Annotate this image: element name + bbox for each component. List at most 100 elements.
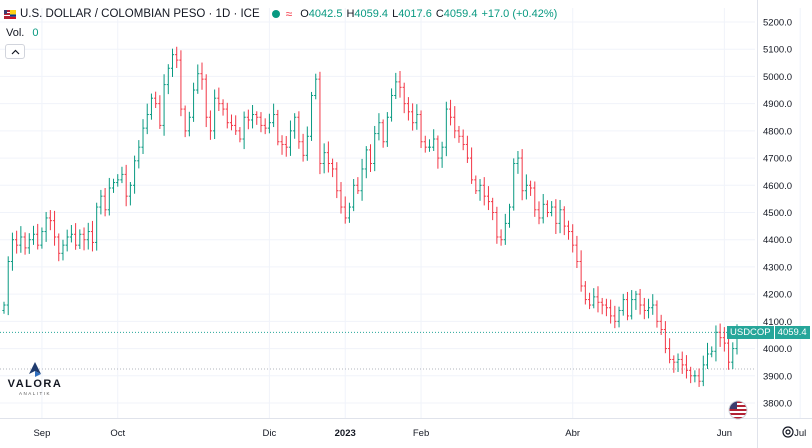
ohlc-bar-up[interactable] <box>503 213 507 245</box>
ohlc-bar-down[interactable] <box>221 99 225 116</box>
ohlc-bar-up[interactable] <box>250 105 255 129</box>
ohlc-bar-up[interactable] <box>651 294 655 315</box>
ohlc-bar-down[interactable] <box>36 223 40 250</box>
ohlc-bar-down[interactable] <box>23 232 27 255</box>
ohlc-bar-down[interactable] <box>554 199 558 234</box>
us-flag-icon[interactable] <box>728 400 748 420</box>
ohlc-bar-up[interactable] <box>516 150 520 174</box>
ohlc-bar-up[interactable] <box>314 73 318 100</box>
ohlc-bar-up[interactable] <box>95 202 99 251</box>
ohlc-bar-up[interactable] <box>676 353 680 372</box>
ohlc-bar-up[interactable] <box>19 226 23 253</box>
ohlc-bar-down[interactable] <box>583 281 587 305</box>
ohlc-bar-down[interactable] <box>566 220 571 240</box>
ohlc-bar-down[interactable] <box>722 327 726 352</box>
ohlc-bar-down[interactable] <box>697 368 701 387</box>
ohlc-bar-down[interactable] <box>356 177 360 194</box>
ohlc-bar-down[interactable] <box>545 200 550 218</box>
ohlc-bar-down[interactable] <box>726 338 731 370</box>
ohlc-bar-down[interactable] <box>263 118 267 135</box>
ohlc-bar-down[interactable] <box>402 82 406 114</box>
ohlc-bar-up[interactable] <box>196 64 200 94</box>
ohlc-bar-down[interactable] <box>448 99 453 126</box>
ohlc-bar-up[interactable] <box>107 177 111 216</box>
ohlc-bar-down[interactable] <box>655 300 659 328</box>
ohlc-bar-up[interactable] <box>701 355 705 387</box>
ohlc-bar-down[interactable] <box>90 220 95 252</box>
ohlc-bar-up[interactable] <box>524 174 528 200</box>
ohlc-bar-down[interactable] <box>486 186 491 211</box>
ohlc-bar-up[interactable] <box>360 158 364 201</box>
ohlc-bar-down[interactable] <box>74 223 78 250</box>
ohlc-bar-up[interactable] <box>444 101 448 157</box>
ohlc-bar-down[interactable] <box>335 162 339 199</box>
ohlc-bar-up[interactable] <box>40 227 44 249</box>
ohlc-bar-up[interactable] <box>352 179 356 212</box>
ohlc-bar-down[interactable] <box>684 355 689 379</box>
ohlc-bar-down[interactable] <box>330 158 335 178</box>
ohlc-bar-down[interactable] <box>491 197 495 221</box>
ohlc-bar-down[interactable] <box>318 71 322 175</box>
ohlc-bar-up[interactable] <box>630 290 634 320</box>
ohlc-bar-down[interactable] <box>718 323 722 347</box>
ohlc-bar-down[interactable] <box>672 355 676 373</box>
ohlc-bar-down[interactable] <box>495 206 499 244</box>
collapse-legend-button[interactable] <box>5 44 25 59</box>
volume-legend[interactable]: Vol. 0 <box>6 27 38 39</box>
ohlc-bar-down[interactable] <box>470 147 474 184</box>
ohlc-bar-down[interactable] <box>246 109 250 130</box>
ohlc-bar-down[interactable] <box>680 351 684 374</box>
ohlc-bar-down[interactable] <box>326 141 330 173</box>
ohlc-bar-down[interactable] <box>642 297 646 320</box>
ohlc-bar-up[interactable] <box>69 225 74 243</box>
ohlc-bar-up[interactable] <box>550 201 554 217</box>
ohlc-bar-up[interactable] <box>293 113 297 139</box>
gear-icon[interactable] <box>780 424 796 440</box>
ohlc-bar-down[interactable] <box>613 305 617 329</box>
ohlc-bar-up[interactable] <box>478 179 482 201</box>
ohlc-bar-down[interactable] <box>436 135 440 169</box>
ohlc-bar-down[interactable] <box>368 144 373 172</box>
ohlc-bar-up[interactable] <box>141 119 145 154</box>
ohlc-bar-up[interactable] <box>99 189 103 215</box>
ohlc-bar-up[interactable] <box>427 139 432 152</box>
ohlc-bar-up[interactable] <box>373 125 377 172</box>
ohlc-bar-down[interactable] <box>398 70 402 98</box>
ohlc-bar-down[interactable] <box>234 115 238 135</box>
ohlc-bar-down[interactable] <box>659 314 663 335</box>
ohlc-bar-up[interactable] <box>646 298 651 319</box>
ohlc-bar-up[interactable] <box>710 346 714 358</box>
ohlc-bar-up[interactable] <box>2 301 6 314</box>
ohlc-bar-up[interactable] <box>242 111 246 150</box>
ohlc-bar-up[interactable] <box>305 126 309 161</box>
ohlc-bar-up[interactable] <box>288 120 293 156</box>
ohlc-bar-up[interactable] <box>132 155 137 194</box>
ohlc-bar-up[interactable] <box>714 325 718 362</box>
ohlc-bar-down[interactable] <box>343 196 347 224</box>
ohlc-bar-down[interactable] <box>663 321 667 354</box>
ohlc-bar-down[interactable] <box>57 233 61 262</box>
ohlc-bar-down[interactable] <box>154 91 158 108</box>
ohlc-bar-down[interactable] <box>461 129 465 151</box>
ohlc-bar-down[interactable] <box>52 210 57 246</box>
ohlc-bar-up[interactable] <box>389 88 394 122</box>
ohlc-bar-up[interactable] <box>415 104 419 130</box>
ohlc-bar-up[interactable] <box>128 182 132 206</box>
ohlc-bar-up[interactable] <box>634 290 638 310</box>
ohlc-bar-up[interactable] <box>86 222 90 250</box>
ohlc-bar-up[interactable] <box>149 93 154 120</box>
approx-icon[interactable]: ≈ <box>285 7 293 21</box>
ohlc-bar-up[interactable] <box>120 166 124 184</box>
ohlc-bar-down[interactable] <box>284 136 288 157</box>
ohlc-bar-down[interactable] <box>411 103 415 131</box>
ohlc-bar-down[interactable] <box>255 111 259 125</box>
ohlc-bar-up[interactable] <box>191 82 196 122</box>
ohlc-bar-up[interactable] <box>347 202 352 223</box>
ohlc-bar-down[interactable] <box>638 288 642 315</box>
symbol-title[interactable]: U.S. DOLLAR / COLOMBIAN PESO · 1D · ICE <box>20 8 260 20</box>
ohlc-bar-up[interactable] <box>705 342 710 369</box>
ohlc-bar-down[interactable] <box>528 180 533 196</box>
ohlc-bar-up[interactable] <box>111 178 116 193</box>
ohlc-bar-down[interactable] <box>15 230 19 254</box>
ohlc-bar-down[interactable] <box>457 125 461 143</box>
